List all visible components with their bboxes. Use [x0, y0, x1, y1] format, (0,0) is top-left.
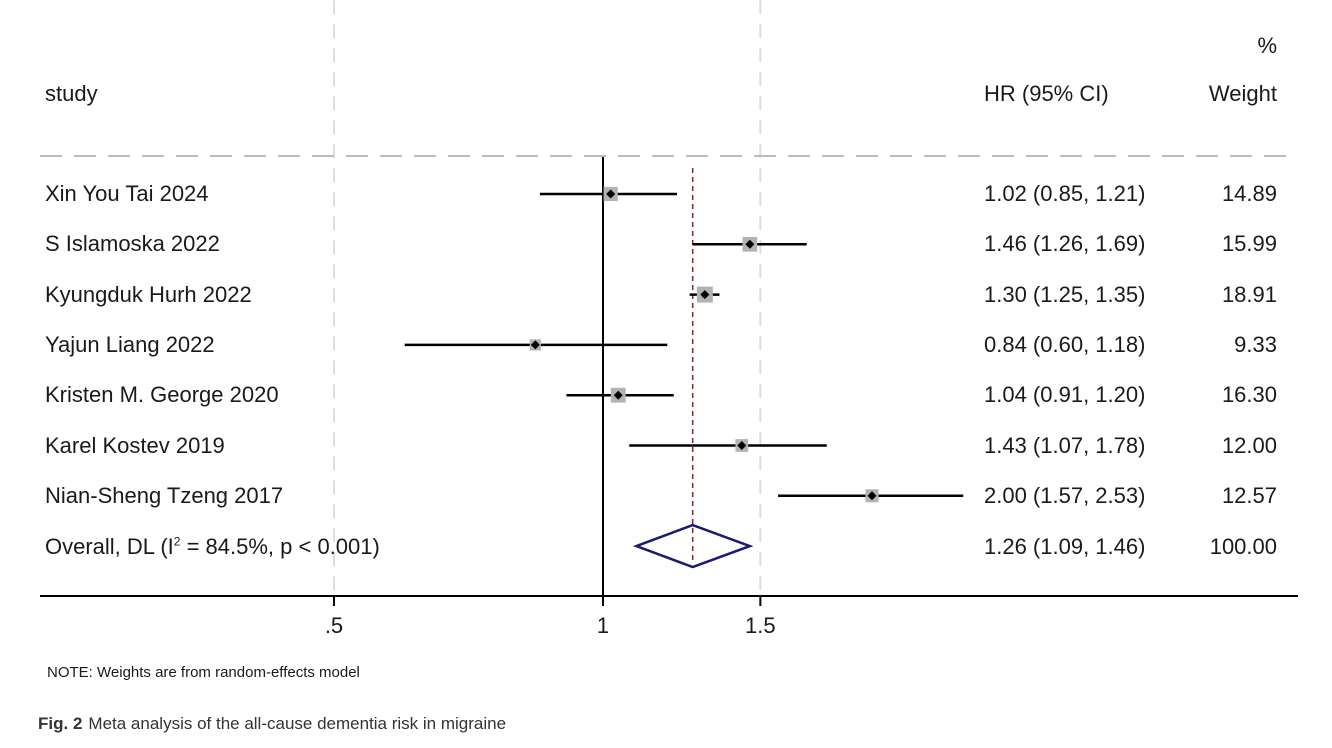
study-label: Nian-Sheng Tzeng 2017: [45, 482, 284, 508]
study-weight: 15.99: [1221, 231, 1277, 257]
point-estimate: [606, 189, 616, 199]
point-estimate: [530, 340, 540, 350]
study-label: Kyungduk Hurh 2022: [45, 281, 252, 307]
study-hr-ci: 1.46 (1.26, 1.69): [984, 231, 1146, 257]
study-hr-ci: 2.00 (1.57, 2.53): [984, 482, 1146, 508]
overall-weight: 100.00: [1209, 534, 1277, 559]
weights-note: NOTE: Weights are from random-effects mo…: [47, 664, 360, 681]
study-label: Kristen M. George 2020: [45, 382, 279, 408]
study-hr-ci: 1.04 (0.91, 1.20): [984, 382, 1146, 408]
point-estimate: [737, 441, 747, 450]
x-tick-label: 1: [597, 613, 609, 638]
figure-caption: Fig. 2 Meta analysis of the all-cause dem…: [38, 714, 507, 733]
study-hr-ci: 1.43 (1.07, 1.78): [984, 432, 1146, 458]
x-tick-label: .5: [325, 613, 343, 638]
header-study: study: [45, 81, 98, 106]
study-label: Karel Kostev 2019: [45, 432, 225, 458]
study-weight: 14.89: [1221, 181, 1277, 206]
header-weight-percent: %: [1257, 33, 1277, 58]
header-hr-ci: HR (95% CI): [984, 81, 1109, 106]
study-label: Xin You Tai 2024: [45, 181, 209, 206]
point-estimate: [745, 239, 755, 249]
study-weight: 18.91: [1221, 281, 1277, 307]
study-hr-ci: 1.30 (1.25, 1.35): [984, 281, 1146, 307]
point-estimate: [613, 390, 623, 400]
overall-hr-ci: 1.26 (1.09, 1.46): [984, 534, 1146, 559]
x-tick-label: 1.5: [745, 613, 776, 638]
study-weight: 9.33: [1234, 331, 1277, 357]
point-estimate: [700, 290, 710, 300]
study-weight: 16.30: [1221, 382, 1277, 408]
study-weight: 12.00: [1221, 432, 1277, 458]
point-estimate: [867, 491, 877, 501]
overall-diamond: [632, 523, 754, 569]
study-label: S Islamoska 2022: [45, 231, 220, 257]
overall-label: Overall, DL (I2 = 84.5%, p < 0.001): [45, 534, 380, 559]
study-hr-ci: 0.84 (0.60, 1.18): [984, 331, 1146, 357]
study-weight: 12.57: [1221, 482, 1277, 508]
study-label: Yajun Liang 2022: [45, 331, 215, 357]
header-weight: Weight: [1208, 81, 1277, 106]
study-hr-ci: 1.02 (0.85, 1.21): [984, 181, 1146, 206]
